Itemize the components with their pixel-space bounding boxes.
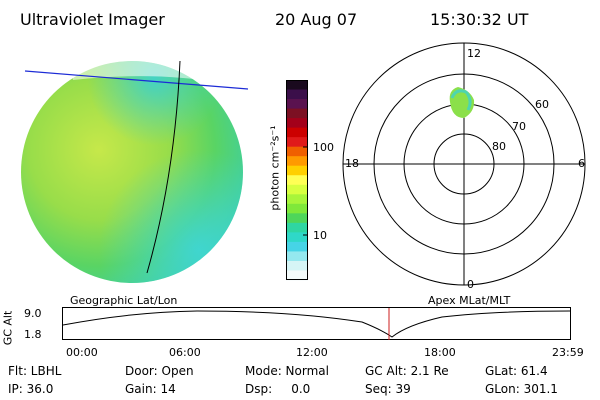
instrument-title: Ultraviolet Imager bbox=[20, 10, 165, 29]
colorbar-segment bbox=[286, 146, 308, 157]
lat-label-60: 60 bbox=[535, 98, 549, 111]
ip-info: IP: 36.0 bbox=[8, 382, 54, 396]
mlt-label-0: 0 bbox=[467, 278, 474, 291]
filter-info: Flt: LBHL bbox=[8, 364, 62, 378]
gain-info: Gain: 14 bbox=[125, 382, 176, 396]
colorbar-segment bbox=[286, 194, 308, 205]
colorbar-segment bbox=[286, 108, 308, 119]
glat-info: GLat: 61.4 bbox=[485, 364, 548, 378]
colorbar-segment bbox=[286, 184, 308, 195]
color-bar bbox=[286, 80, 308, 281]
lat-label-70: 70 bbox=[512, 120, 526, 133]
x-tick-1800: 18:00 bbox=[424, 346, 456, 359]
colorbar-segment bbox=[286, 270, 308, 281]
colorbar-segment bbox=[286, 99, 308, 110]
colorbar-segment bbox=[286, 89, 308, 100]
gc-alt-axis-label: GC Alt bbox=[1, 310, 15, 346]
colorbar-segment bbox=[286, 260, 308, 271]
apex-label: Apex MLat/MLT bbox=[428, 294, 511, 307]
colorbar-segment bbox=[286, 80, 308, 91]
polar-plot bbox=[342, 42, 586, 286]
door-info: Door: Open bbox=[125, 364, 194, 378]
colorbar-segment bbox=[286, 232, 308, 243]
colorbar-segment bbox=[286, 251, 308, 262]
colorbar-segment bbox=[286, 127, 308, 138]
colorbar-segment bbox=[286, 222, 308, 233]
x-tick-0000: 00:00 bbox=[66, 346, 98, 359]
dsp-info: Dsp: 0.0 bbox=[245, 382, 311, 396]
x-tick-1200: 12:00 bbox=[296, 346, 328, 359]
colorbar-unit-label: photon cm⁻²s⁻¹ bbox=[268, 125, 282, 211]
lat-label-80: 80 bbox=[492, 140, 506, 153]
colorbar-segment bbox=[286, 137, 308, 148]
mlt-label-6: 6 bbox=[578, 157, 585, 170]
date-label: 20 Aug 07 bbox=[275, 10, 358, 29]
gc-alt-info: GC Alt: 2.1 Re bbox=[365, 364, 449, 378]
meridian-line bbox=[146, 60, 181, 274]
altitude-timeline-plot[interactable] bbox=[62, 307, 572, 341]
colorbar-segment bbox=[286, 175, 308, 186]
mode-info: Mode: Normal bbox=[245, 364, 329, 378]
colorbar-segment bbox=[286, 118, 308, 129]
y-tick-high: 9.0 bbox=[24, 307, 42, 320]
lat-lon-grid-line bbox=[24, 70, 249, 90]
colorbar-segment bbox=[286, 213, 308, 224]
mlt-label-12: 12 bbox=[467, 47, 481, 60]
glon-info: GLon: 301.1 bbox=[485, 382, 558, 396]
colorbar-border bbox=[286, 80, 308, 280]
colorbar-segment bbox=[286, 203, 308, 214]
seq-info: Seq: 39 bbox=[365, 382, 411, 396]
colorbar-segment bbox=[286, 241, 308, 252]
globe-image bbox=[21, 60, 243, 283]
x-tick-2359: 23:59 bbox=[552, 346, 584, 359]
y-tick-low: 1.8 bbox=[24, 328, 42, 341]
colorbar-segment bbox=[286, 165, 308, 176]
mlt-label-18: 18 bbox=[345, 157, 359, 170]
geographic-label: Geographic Lat/Lon bbox=[70, 294, 178, 307]
x-tick-0600: 06:00 bbox=[169, 346, 201, 359]
time-label: 15:30:32 UT bbox=[430, 10, 529, 29]
colorbar-segment bbox=[286, 156, 308, 167]
colorbar-tick-100: 100 bbox=[313, 141, 334, 154]
colorbar-tick-10: 10 bbox=[313, 229, 327, 242]
